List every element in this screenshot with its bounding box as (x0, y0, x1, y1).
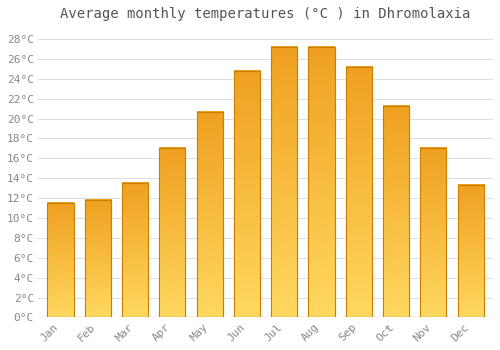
Bar (122, 183, 148, 317)
Bar (122, 183, 148, 317)
Bar (420, 148, 446, 317)
Bar (458, 185, 483, 317)
Bar (458, 185, 483, 317)
Bar (271, 47, 297, 317)
Bar (346, 67, 372, 317)
Bar (48, 203, 74, 317)
Bar (234, 71, 260, 317)
Bar (196, 112, 222, 317)
Bar (346, 67, 372, 317)
Bar (160, 148, 186, 317)
Bar (196, 112, 222, 317)
Bar (308, 47, 334, 317)
Bar (420, 148, 446, 317)
Bar (383, 106, 409, 317)
Bar (48, 203, 74, 317)
Bar (234, 71, 260, 317)
Bar (84, 200, 111, 317)
Bar (383, 106, 409, 317)
Title: Average monthly temperatures (°C ) in Dhromolaxia: Average monthly temperatures (°C ) in Dh… (60, 7, 471, 21)
Bar (160, 148, 186, 317)
Bar (84, 200, 111, 317)
Bar (308, 47, 334, 317)
Bar (271, 47, 297, 317)
